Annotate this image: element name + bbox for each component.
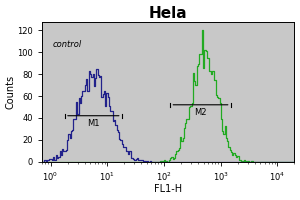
Y-axis label: Counts: Counts — [6, 75, 16, 109]
Text: M1: M1 — [87, 119, 100, 128]
Text: control: control — [53, 40, 82, 49]
X-axis label: FL1-H: FL1-H — [154, 184, 182, 194]
Text: M2: M2 — [194, 108, 207, 117]
Title: Hela: Hela — [149, 6, 188, 21]
